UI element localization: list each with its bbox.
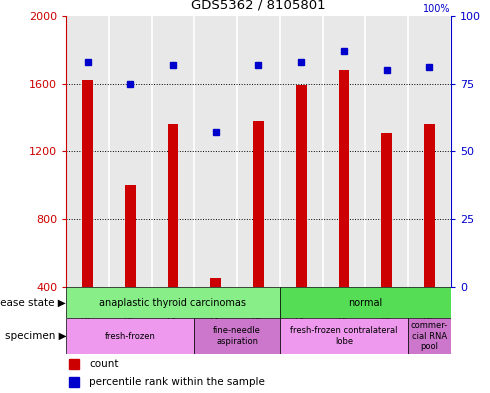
Text: count: count [89,358,119,369]
Bar [253,121,264,287]
Text: fresh-frozen contralateral
lobe: fresh-frozen contralateral lobe [290,326,398,346]
Bar [381,133,392,287]
Text: specimen ▶: specimen ▶ [4,331,66,341]
Text: disease state ▶: disease state ▶ [0,298,66,308]
Bar [66,287,280,318]
Bar [296,85,307,287]
Bar [280,318,408,354]
Text: anaplastic thyroid carcinomas: anaplastic thyroid carcinomas [99,298,246,308]
Bar [424,124,435,287]
Bar [195,318,280,354]
Text: fine-needle
aspiration: fine-needle aspiration [213,326,261,346]
Bar [82,80,93,287]
Title: GDS5362 / 8105801: GDS5362 / 8105801 [191,0,326,12]
Bar [408,318,451,354]
Text: 100%: 100% [423,4,451,15]
Text: percentile rank within the sample: percentile rank within the sample [89,377,265,387]
Bar [280,287,451,318]
Text: fresh-frozen: fresh-frozen [105,332,156,340]
Bar [210,278,221,287]
Text: normal: normal [348,298,383,308]
Bar [339,70,349,287]
Bar [125,185,136,287]
Bar [168,124,178,287]
Bar [66,318,195,354]
Text: commer-
cial RNA
pool: commer- cial RNA pool [411,321,448,351]
